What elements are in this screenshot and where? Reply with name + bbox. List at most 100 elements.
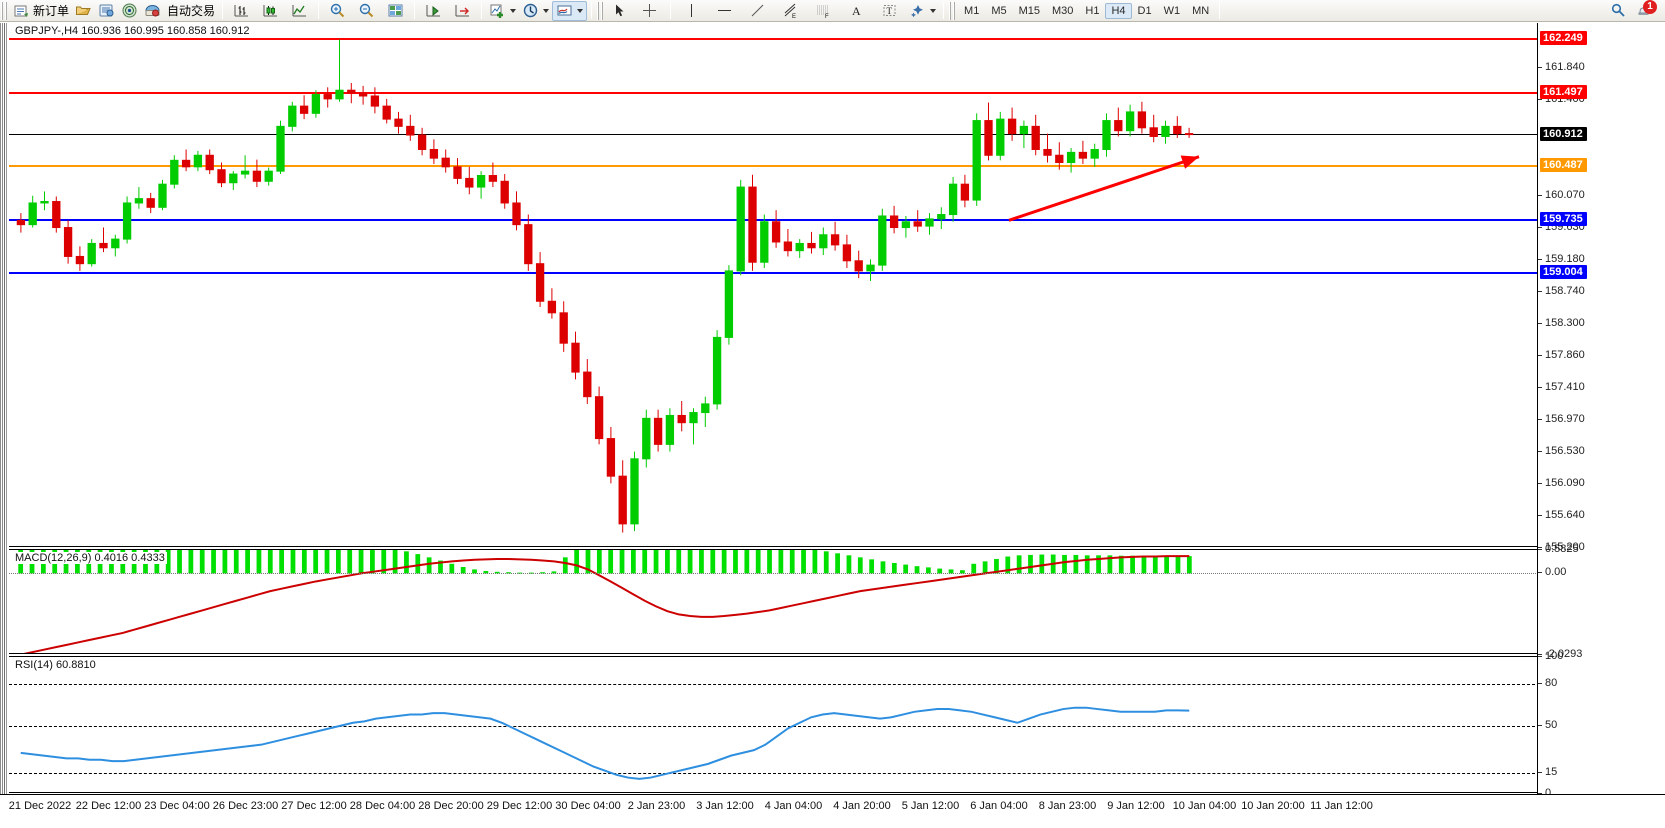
price-level-tag-160.487[interactable]: 160.487	[1540, 157, 1587, 172]
macd-tick: 0.00	[1538, 566, 1566, 578]
time-label: 9 Jan 12:00	[1107, 800, 1165, 812]
price-level-tag-162.249[interactable]: 162.249	[1540, 30, 1587, 45]
price-tick: 155.640	[1538, 509, 1585, 521]
fibonacci-icon[interactable]: F	[815, 2, 832, 19]
tile-windows-icon[interactable]	[387, 2, 404, 19]
text-icon[interactable]: A	[848, 2, 865, 19]
level-line-161.497[interactable]	[9, 91, 1540, 94]
chevron-down-icon[interactable]	[577, 8, 584, 13]
timeframe-h1[interactable]: H1	[1085, 4, 1100, 17]
auto-trading-button[interactable]: 自动交易	[164, 1, 218, 21]
price-level-tag-159.004[interactable]: 159.004	[1540, 265, 1587, 280]
level-line-159.004[interactable]	[9, 272, 1540, 275]
chart-left-gutter	[3, 23, 9, 828]
vertical-line-icon[interactable]	[683, 2, 700, 19]
text-label-icon[interactable]: T	[881, 2, 898, 19]
svg-text:F: F	[825, 14, 829, 19]
rsi-tick: 50	[1538, 719, 1557, 731]
zoom-out-icon[interactable]	[358, 2, 375, 19]
time-label: 11 Jan 12:00	[1310, 800, 1373, 812]
macd-pane[interactable]: MACD(12,26,9) 0.4016 0.4333	[9, 549, 1540, 654]
folder-icon[interactable]	[75, 2, 92, 19]
period-button[interactable]	[519, 1, 552, 21]
level-line-160.912[interactable]	[9, 134, 1540, 136]
price-tick: 155.200	[1538, 541, 1585, 553]
cursor-icon[interactable]	[611, 2, 628, 19]
toolbar-grip-3[interactable]	[949, 1, 957, 20]
price-pane[interactable]: GBPJPY-,H4 160.936 160.995 160.858 160.9…	[9, 23, 1540, 547]
svg-text:E: E	[792, 14, 796, 19]
toolbar-grip-2[interactable]	[597, 1, 605, 20]
new-order-label: 新订单	[33, 4, 70, 18]
chevron-down-icon[interactable]	[930, 8, 937, 13]
toolbar-grip-1[interactable]	[1, 1, 8, 20]
bar-chart-icon[interactable]	[233, 2, 250, 19]
trendline-icon[interactable]	[749, 2, 766, 19]
toolbar-divider-5	[591, 2, 593, 19]
toolbar-divider-1	[222, 2, 224, 19]
candlestick-series	[16, 39, 1194, 533]
indicators-button[interactable]	[486, 1, 519, 21]
price-scale[interactable]: 161.840 161.400 160.070 159.630 159.180 158.7…	[1537, 23, 1665, 828]
news-icon[interactable]	[98, 2, 115, 19]
auto-scroll-icon[interactable]	[425, 2, 442, 19]
timeframe-m30[interactable]: M30	[1052, 4, 1074, 17]
line-chart-icon[interactable]	[291, 2, 308, 19]
chart-shift-icon[interactable]	[454, 2, 471, 19]
rsi-pane[interactable]: RSI(14) 60.8810	[9, 656, 1540, 793]
timeframe-w1[interactable]: W1	[1163, 4, 1181, 17]
objects-button[interactable]	[906, 1, 939, 21]
chart-window[interactable]: GBPJPY-,H4 160.936 160.995 160.858 160.9…	[0, 23, 1665, 828]
time-label: 4 Jan 20:00	[833, 800, 891, 812]
crosshair-icon[interactable]	[641, 2, 658, 19]
equidistant-channel-icon[interactable]: E	[782, 2, 799, 19]
search-icon[interactable]	[1610, 2, 1627, 19]
time-label: 29 Dec 12:00	[486, 800, 553, 812]
price-tick: 157.860	[1538, 349, 1585, 361]
notification-count-badge[interactable]: 1	[1643, 0, 1657, 14]
level-line-159.735[interactable]	[9, 219, 1540, 222]
chevron-down-icon[interactable]	[543, 8, 550, 13]
rsi-series	[20, 706, 1190, 780]
timeframe-m5[interactable]: M5	[991, 4, 1007, 17]
zoom-in-icon[interactable]	[329, 2, 346, 19]
time-label: 23 Dec 04:00	[144, 800, 210, 812]
price-tick: 157.410	[1538, 381, 1585, 393]
annotation-layer[interactable]	[9, 23, 1540, 547]
timeframe-h4[interactable]: H4	[1105, 2, 1132, 19]
time-axis[interactable]: 21 Dec 2022 22 Dec 12:00 23 Dec 04:00 26 De…	[0, 794, 1665, 828]
time-label: 8 Jan 23:00	[1038, 800, 1097, 812]
candlestick-chart-icon[interactable]	[262, 2, 279, 19]
notification-bell-button[interactable]: 1	[1635, 0, 1657, 21]
macd-tick: -2.0293	[1538, 648, 1582, 660]
price-level-tag-161.497[interactable]: 161.497	[1540, 84, 1587, 99]
price-tick: 158.300	[1538, 317, 1585, 329]
horizontal-line-icon[interactable]	[716, 2, 733, 19]
macd-tick: 0.5825	[1538, 543, 1579, 555]
signals-icon[interactable]	[121, 2, 138, 19]
time-label: 28 Dec 04:00	[349, 800, 416, 812]
macd-title: MACD(12,26,9) 0.4016 0.4333	[13, 552, 167, 564]
price-level-tag-159.735[interactable]: 159.735	[1540, 212, 1587, 227]
macd-zero-line	[9, 573, 1540, 575]
time-label: 21 Dec 2022	[8, 800, 72, 812]
timeframe-m1[interactable]: M1	[964, 4, 980, 17]
toolbar-divider-2	[318, 2, 320, 19]
price-tick: 156.530	[1538, 445, 1585, 457]
indicators-icon	[489, 2, 506, 19]
timeframe-d1[interactable]: D1	[1137, 4, 1152, 17]
main-toolbar: 新订单 自动交易	[0, 0, 1665, 22]
price-level-tag-160.912[interactable]: 160.912	[1540, 127, 1587, 142]
level-line-160.487[interactable]	[9, 164, 1540, 167]
timeframe-m15[interactable]: M15	[1018, 4, 1040, 17]
svg-text:T: T	[887, 6, 893, 16]
chevron-down-icon[interactable]	[510, 8, 517, 13]
market-icon[interactable]	[144, 2, 161, 19]
level-line-162.249[interactable]	[9, 37, 1540, 40]
templates-button[interactable]	[552, 0, 588, 21]
new-order-button[interactable]: 新订单	[10, 1, 72, 21]
chart-title: GBPJPY-,H4 160.936 160.995 160.858 160.9…	[13, 25, 252, 37]
time-label: 22 Dec 12:00	[75, 800, 142, 812]
time-label: 5 Jan 12:00	[901, 800, 960, 812]
timeframe-mn[interactable]: MN	[1192, 4, 1210, 17]
